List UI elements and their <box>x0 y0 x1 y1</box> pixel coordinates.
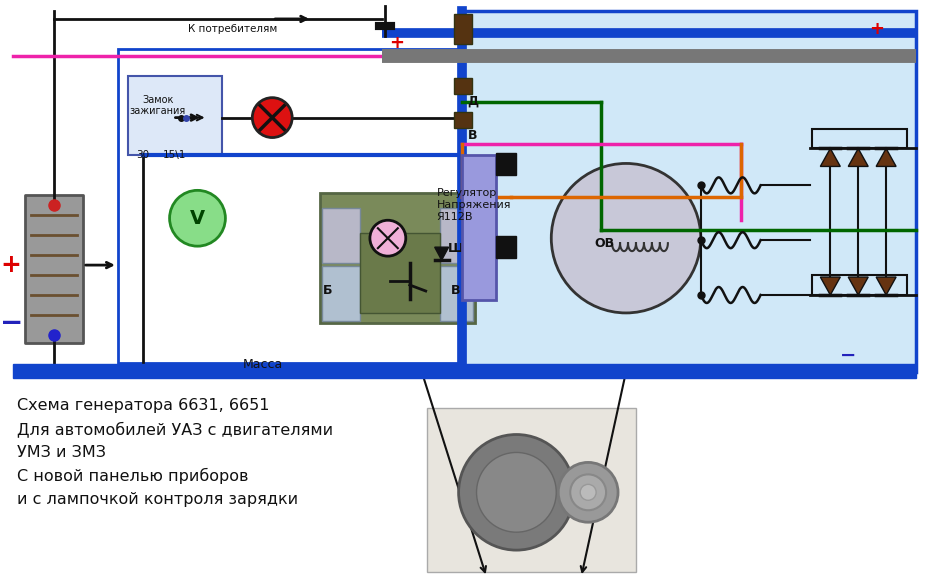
Bar <box>497 236 516 258</box>
Circle shape <box>580 485 596 500</box>
Polygon shape <box>876 148 896 166</box>
Bar <box>439 266 473 321</box>
Text: Схема генератора 6631, 6651
Для автомобилей УАЗ с двигателями
УМЗ и ЗМЗ
С новой : Схема генератора 6631, 6651 Для автомоби… <box>17 398 333 507</box>
Polygon shape <box>820 148 840 166</box>
Polygon shape <box>848 277 869 295</box>
Circle shape <box>551 163 701 313</box>
Bar <box>439 208 473 263</box>
Bar <box>812 128 907 148</box>
Bar <box>117 49 462 363</box>
Bar <box>462 155 497 300</box>
Bar <box>360 233 439 313</box>
Bar <box>322 266 360 321</box>
Text: V: V <box>190 209 205 228</box>
Polygon shape <box>848 148 869 166</box>
Text: Д: Д <box>467 94 479 107</box>
Text: +: + <box>869 20 883 38</box>
Bar <box>460 11 916 372</box>
Bar <box>426 408 636 572</box>
Bar <box>13 364 916 378</box>
Text: К потребителям: К потребителям <box>188 24 277 34</box>
Text: +: + <box>389 34 404 52</box>
Text: −: − <box>840 346 857 365</box>
Circle shape <box>169 190 226 246</box>
Text: Ш: Ш <box>448 241 463 255</box>
Text: +: + <box>1 253 21 277</box>
Bar <box>453 78 472 94</box>
Text: −: − <box>0 309 23 337</box>
Polygon shape <box>435 247 449 260</box>
Circle shape <box>370 220 406 256</box>
Circle shape <box>459 434 574 550</box>
Bar <box>453 111 472 128</box>
Text: Замок
зажигания: Замок зажигания <box>130 95 186 117</box>
Text: 15\1: 15\1 <box>163 151 186 161</box>
Circle shape <box>559 462 618 522</box>
Bar <box>128 76 222 155</box>
Text: Б: Б <box>324 284 333 297</box>
Text: Масса: Масса <box>242 358 282 371</box>
Bar <box>320 193 475 323</box>
Bar <box>812 275 907 295</box>
Polygon shape <box>876 277 896 295</box>
Circle shape <box>253 98 292 138</box>
Text: Регулятор
Напряжения
Я112В: Регулятор Напряжения Я112В <box>437 188 512 222</box>
Circle shape <box>570 475 606 510</box>
Text: 30: 30 <box>136 151 149 161</box>
Text: ОВ: ОВ <box>594 237 614 250</box>
Text: В: В <box>450 284 461 297</box>
Circle shape <box>476 452 556 532</box>
Bar <box>322 208 360 263</box>
Bar <box>453 14 472 44</box>
Bar <box>497 154 516 175</box>
Text: В: В <box>467 129 477 142</box>
Bar <box>25 195 83 343</box>
Polygon shape <box>820 277 840 295</box>
